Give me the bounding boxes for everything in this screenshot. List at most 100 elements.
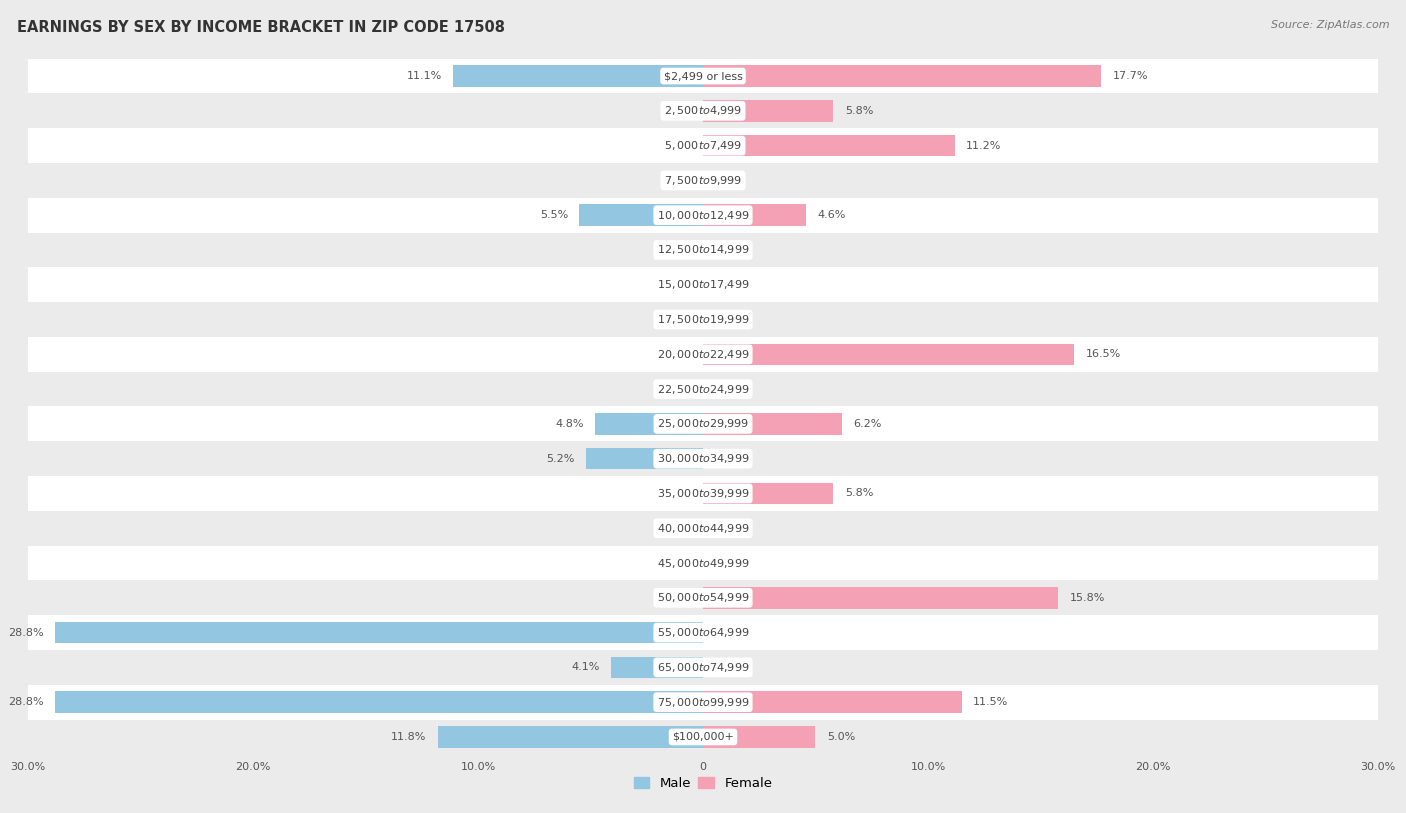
Bar: [703, 100, 834, 122]
Text: 28.8%: 28.8%: [8, 698, 44, 707]
Text: 0.0%: 0.0%: [714, 454, 742, 463]
Text: 0.0%: 0.0%: [664, 558, 692, 568]
Text: $17,500 to $19,999: $17,500 to $19,999: [657, 313, 749, 326]
Bar: [586, 448, 703, 469]
Bar: [0, 233, 1406, 267]
Text: $100,000+: $100,000+: [672, 732, 734, 742]
Text: Source: ZipAtlas.com: Source: ZipAtlas.com: [1271, 20, 1389, 30]
Text: $2,500 to $4,999: $2,500 to $4,999: [664, 104, 742, 117]
Text: $5,000 to $7,499: $5,000 to $7,499: [664, 139, 742, 152]
Text: $65,000 to $74,999: $65,000 to $74,999: [657, 661, 749, 674]
Text: 5.2%: 5.2%: [547, 454, 575, 463]
Text: 5.8%: 5.8%: [845, 106, 873, 115]
Text: 0.0%: 0.0%: [714, 558, 742, 568]
Bar: [0, 302, 1406, 337]
Text: 0.0%: 0.0%: [664, 489, 692, 498]
Bar: [703, 587, 1059, 609]
Text: 0.0%: 0.0%: [714, 245, 742, 255]
Bar: [595, 413, 703, 435]
Bar: [703, 483, 834, 504]
Bar: [0, 650, 1406, 685]
Bar: [55, 691, 703, 713]
Text: 11.5%: 11.5%: [973, 698, 1008, 707]
Text: 4.6%: 4.6%: [818, 211, 846, 220]
Bar: [610, 657, 703, 678]
Text: 11.8%: 11.8%: [391, 732, 426, 742]
Text: 0.0%: 0.0%: [714, 176, 742, 185]
Text: 4.8%: 4.8%: [555, 419, 583, 429]
Bar: [0, 441, 1406, 476]
Bar: [703, 691, 962, 713]
Text: $10,000 to $12,499: $10,000 to $12,499: [657, 209, 749, 222]
Text: $50,000 to $54,999: $50,000 to $54,999: [657, 591, 749, 604]
Text: $55,000 to $64,999: $55,000 to $64,999: [657, 626, 749, 639]
Text: 0.0%: 0.0%: [664, 141, 692, 150]
Bar: [579, 204, 703, 226]
Text: 6.2%: 6.2%: [853, 419, 882, 429]
Text: 5.0%: 5.0%: [827, 732, 855, 742]
Bar: [703, 413, 842, 435]
Bar: [703, 344, 1074, 365]
Text: 15.8%: 15.8%: [1070, 593, 1105, 602]
Text: 4.1%: 4.1%: [571, 663, 599, 672]
Text: 0.0%: 0.0%: [714, 524, 742, 533]
Text: 0.0%: 0.0%: [664, 106, 692, 115]
Bar: [437, 726, 703, 748]
Text: 5.8%: 5.8%: [845, 489, 873, 498]
Bar: [703, 135, 955, 156]
Text: $25,000 to $29,999: $25,000 to $29,999: [657, 417, 749, 430]
Bar: [0, 685, 1406, 720]
Text: $75,000 to $99,999: $75,000 to $99,999: [657, 696, 749, 709]
Text: $12,500 to $14,999: $12,500 to $14,999: [657, 243, 749, 256]
Bar: [0, 267, 1406, 302]
Text: $45,000 to $49,999: $45,000 to $49,999: [657, 557, 749, 570]
Text: 0.0%: 0.0%: [664, 245, 692, 255]
Text: 0.0%: 0.0%: [664, 176, 692, 185]
Text: 16.5%: 16.5%: [1085, 350, 1121, 359]
Text: 0.0%: 0.0%: [714, 628, 742, 637]
Bar: [0, 406, 1406, 441]
Text: $15,000 to $17,499: $15,000 to $17,499: [657, 278, 749, 291]
Text: 11.2%: 11.2%: [966, 141, 1001, 150]
Text: 0.0%: 0.0%: [714, 384, 742, 394]
Text: $7,500 to $9,999: $7,500 to $9,999: [664, 174, 742, 187]
Bar: [453, 65, 703, 87]
Bar: [0, 580, 1406, 615]
Bar: [0, 720, 1406, 754]
Bar: [0, 128, 1406, 163]
Bar: [0, 615, 1406, 650]
Bar: [0, 476, 1406, 511]
Bar: [0, 546, 1406, 580]
Bar: [0, 163, 1406, 198]
Text: 5.5%: 5.5%: [540, 211, 568, 220]
Text: 28.8%: 28.8%: [8, 628, 44, 637]
Text: $20,000 to $22,499: $20,000 to $22,499: [657, 348, 749, 361]
Text: 0.0%: 0.0%: [664, 384, 692, 394]
Text: EARNINGS BY SEX BY INCOME BRACKET IN ZIP CODE 17508: EARNINGS BY SEX BY INCOME BRACKET IN ZIP…: [17, 20, 505, 35]
Bar: [0, 511, 1406, 546]
Bar: [0, 337, 1406, 372]
Text: 0.0%: 0.0%: [714, 280, 742, 289]
Text: 0.0%: 0.0%: [664, 524, 692, 533]
Bar: [0, 198, 1406, 233]
Bar: [703, 726, 815, 748]
Bar: [55, 622, 703, 643]
Text: 0.0%: 0.0%: [664, 315, 692, 324]
Text: 11.1%: 11.1%: [406, 71, 441, 81]
Text: $2,499 or less: $2,499 or less: [664, 71, 742, 81]
Text: 0.0%: 0.0%: [664, 350, 692, 359]
Text: 0.0%: 0.0%: [664, 593, 692, 602]
Text: $30,000 to $34,999: $30,000 to $34,999: [657, 452, 749, 465]
Text: 17.7%: 17.7%: [1112, 71, 1147, 81]
Bar: [0, 59, 1406, 93]
Text: $35,000 to $39,999: $35,000 to $39,999: [657, 487, 749, 500]
Text: 0.0%: 0.0%: [714, 315, 742, 324]
Text: 0.0%: 0.0%: [714, 663, 742, 672]
Bar: [0, 372, 1406, 406]
Bar: [0, 93, 1406, 128]
Bar: [703, 65, 1101, 87]
Text: $40,000 to $44,999: $40,000 to $44,999: [657, 522, 749, 535]
Bar: [703, 204, 807, 226]
Text: 0.0%: 0.0%: [664, 280, 692, 289]
Legend: Male, Female: Male, Female: [628, 772, 778, 795]
